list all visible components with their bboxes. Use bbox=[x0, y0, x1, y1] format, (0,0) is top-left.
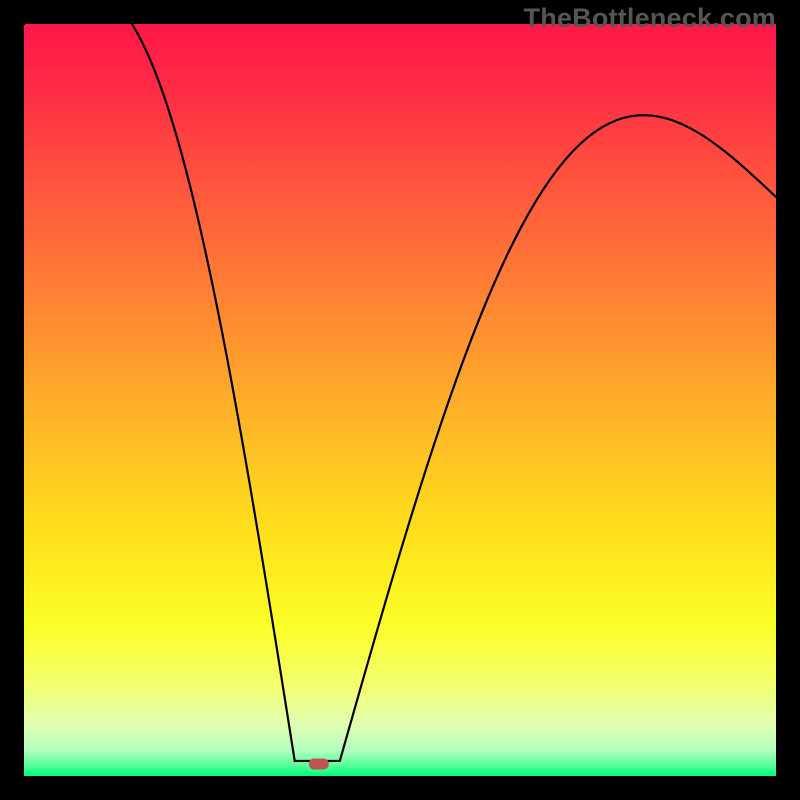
chart-frame: TheBottleneck.com bbox=[0, 0, 800, 800]
watermark-text: TheBottleneck.com bbox=[524, 3, 776, 34]
plot-background bbox=[24, 24, 776, 776]
optimum-marker bbox=[309, 758, 329, 769]
chart-svg bbox=[0, 0, 800, 800]
